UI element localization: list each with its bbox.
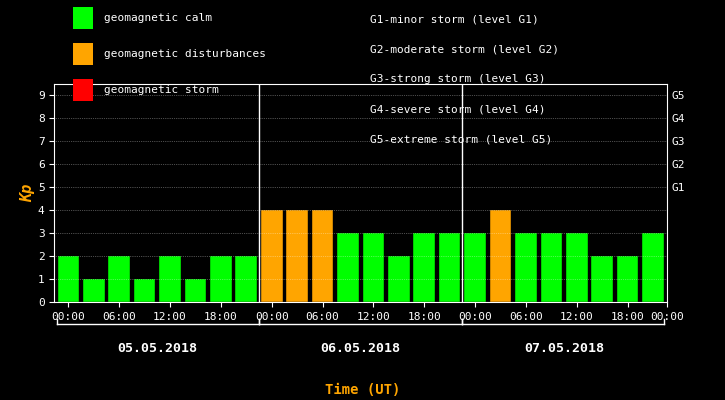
Y-axis label: Kp: Kp <box>20 184 35 202</box>
Text: G5-extreme storm (level G5): G5-extreme storm (level G5) <box>370 134 552 144</box>
Bar <box>413 233 435 302</box>
Bar <box>388 256 410 302</box>
Bar <box>592 256 613 302</box>
Bar <box>362 233 384 302</box>
Bar <box>185 279 206 302</box>
Bar <box>57 256 79 302</box>
Bar <box>566 233 587 302</box>
Bar <box>160 256 181 302</box>
Bar <box>464 233 486 302</box>
Bar <box>312 210 334 302</box>
Bar <box>286 210 308 302</box>
Text: 06.05.2018: 06.05.2018 <box>320 342 401 354</box>
Text: geomagnetic calm: geomagnetic calm <box>104 13 212 23</box>
Bar <box>134 279 155 302</box>
Text: geomagnetic storm: geomagnetic storm <box>104 85 218 95</box>
Text: 07.05.2018: 07.05.2018 <box>524 342 604 354</box>
Bar <box>439 233 460 302</box>
Text: G3-strong storm (level G3): G3-strong storm (level G3) <box>370 74 545 84</box>
Text: G2-moderate storm (level G2): G2-moderate storm (level G2) <box>370 44 559 54</box>
Text: 05.05.2018: 05.05.2018 <box>117 342 197 354</box>
Bar <box>642 233 664 302</box>
Bar <box>541 233 562 302</box>
Text: G1-minor storm (level G1): G1-minor storm (level G1) <box>370 14 539 24</box>
Bar <box>515 233 536 302</box>
Text: geomagnetic disturbances: geomagnetic disturbances <box>104 49 265 59</box>
Bar <box>236 256 257 302</box>
Bar <box>489 210 511 302</box>
Bar <box>109 256 130 302</box>
Bar <box>83 279 104 302</box>
Text: Time (UT): Time (UT) <box>325 383 400 397</box>
Bar <box>337 233 359 302</box>
Text: G4-severe storm (level G4): G4-severe storm (level G4) <box>370 104 545 114</box>
Bar <box>617 256 639 302</box>
Bar <box>210 256 232 302</box>
Bar <box>261 210 283 302</box>
